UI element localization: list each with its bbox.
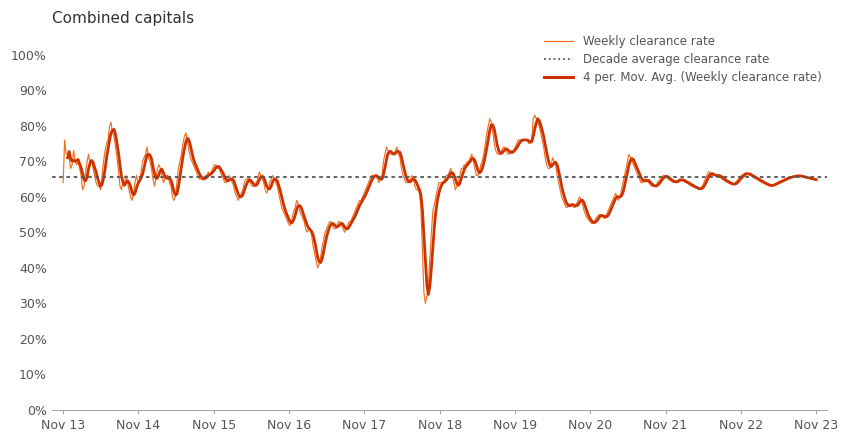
Text: Combined capitals: Combined capitals [52, 11, 194, 26]
Legend: Weekly clearance rate, Decade average clearance rate, 4 per. Mov. Avg. (Weekly c: Weekly clearance rate, Decade average cl… [544, 35, 821, 84]
